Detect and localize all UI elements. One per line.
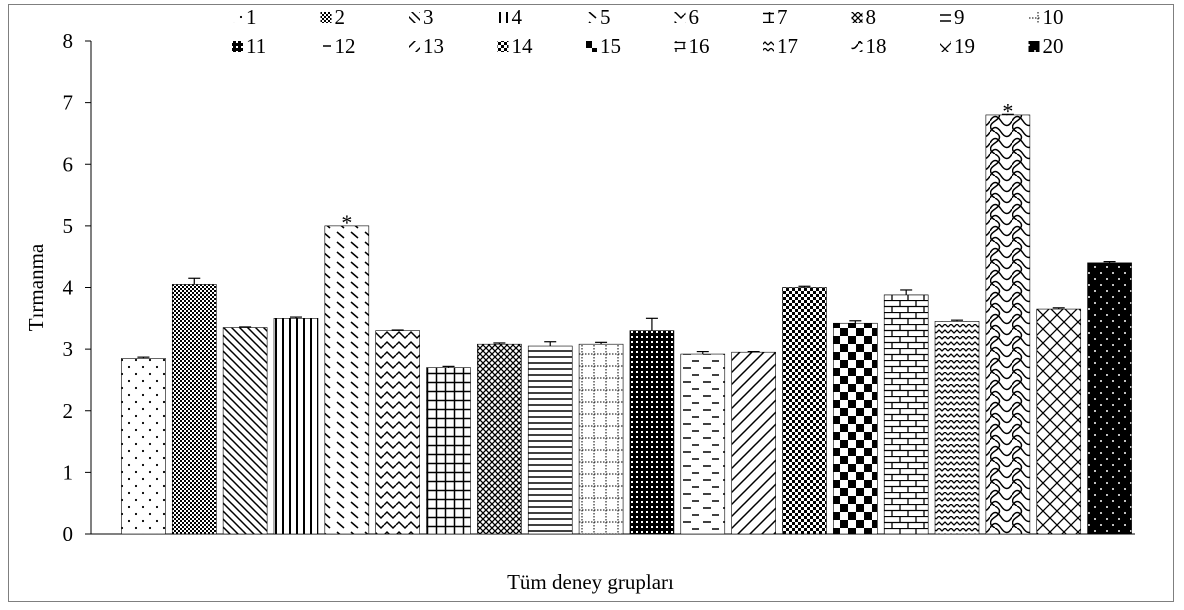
legend-swatch-1 <box>232 12 243 23</box>
y-tick-label: 5 <box>63 214 74 238</box>
legend-label-3: 3 <box>423 5 434 29</box>
legend-swatch-5 <box>586 12 597 23</box>
legend-swatch-9 <box>940 12 951 23</box>
legend-label-14: 14 <box>512 34 534 58</box>
legend-swatch-10 <box>1028 12 1040 23</box>
bar-group-2 <box>171 284 217 535</box>
significance-mark-5: * <box>341 210 352 235</box>
bar-group-17 <box>934 321 980 535</box>
bar-group-19 <box>1036 308 1082 535</box>
bar-group-18 <box>985 114 1031 535</box>
bar-group-16 <box>883 294 929 535</box>
x-axis-title: Tüm deney grupları <box>507 570 674 594</box>
legend-swatch-16 <box>674 41 686 52</box>
bar-group-8 <box>477 343 522 535</box>
legend-swatch-15 <box>586 41 597 52</box>
bar-group-4 <box>273 318 319 535</box>
bar-group-13 <box>731 351 776 535</box>
legend-label-5: 5 <box>600 5 611 29</box>
legend-label-18: 18 <box>866 34 887 58</box>
legend-swatch-18 <box>851 41 863 52</box>
legend-label-15: 15 <box>600 34 621 58</box>
bar-group-1 <box>121 358 166 535</box>
legend-label-17: 17 <box>777 34 798 58</box>
legend-swatch-2 <box>320 12 332 23</box>
y-tick-label: 1 <box>63 460 74 484</box>
bar-group-10 <box>578 343 624 535</box>
y-axis-title: Tırmanma <box>24 243 48 331</box>
bar-group-11 <box>629 330 675 535</box>
legend-swatch-7 <box>763 12 774 23</box>
legend-label-12: 12 <box>335 34 356 58</box>
bar-group-12 <box>680 353 726 535</box>
legend-label-4: 4 <box>512 5 523 29</box>
bar-group-3 <box>222 327 268 535</box>
legend-label-20: 20 <box>1043 34 1064 58</box>
y-tick-label: 6 <box>63 152 74 176</box>
y-tick-label: 7 <box>63 91 74 115</box>
legend-swatch-19 <box>940 41 951 52</box>
legend-label-1: 1 <box>246 5 257 29</box>
legend-label-7: 7 <box>777 5 788 29</box>
legend-label-8: 8 <box>866 5 877 29</box>
y-tick-label: 0 <box>63 522 74 546</box>
y-tick-label: 4 <box>63 276 74 300</box>
legend-swatch-12 <box>320 41 332 52</box>
bar-group-9 <box>527 345 573 535</box>
legend-label-11: 11 <box>246 34 266 58</box>
bar-group-14 <box>782 287 827 535</box>
legend-swatch-13 <box>409 41 420 52</box>
legend-swatch-11 <box>232 41 243 52</box>
legend-label-10: 10 <box>1043 5 1064 29</box>
legend-swatch-17 <box>763 41 774 52</box>
legend-swatch-3 <box>409 12 420 23</box>
legend-label-16: 16 <box>689 34 710 58</box>
bar-group-6 <box>375 330 420 535</box>
legend-label-13: 13 <box>423 34 444 58</box>
legend-swatch-20 <box>1028 41 1040 52</box>
bar-group-20 <box>1087 262 1132 535</box>
legend-swatch-6 <box>674 12 686 23</box>
bar-group-5 <box>324 225 370 535</box>
legend-label-6: 6 <box>689 5 700 29</box>
legend-swatch-4 <box>497 12 509 23</box>
chart-frame <box>8 4 1174 602</box>
y-tick-label: 3 <box>63 337 74 361</box>
y-tick-label: 8 <box>63 29 74 53</box>
legend-label-2: 2 <box>335 5 346 29</box>
legend-label-9: 9 <box>954 5 965 29</box>
bar-group-7 <box>426 367 471 535</box>
legend-swatch-14 <box>497 41 509 52</box>
significance-mark-18: * <box>1002 98 1013 123</box>
y-tick-label: 2 <box>63 399 74 423</box>
legend-swatch-8 <box>851 12 863 23</box>
legend-label-19: 19 <box>954 34 975 58</box>
bar-group-15 <box>833 322 878 535</box>
